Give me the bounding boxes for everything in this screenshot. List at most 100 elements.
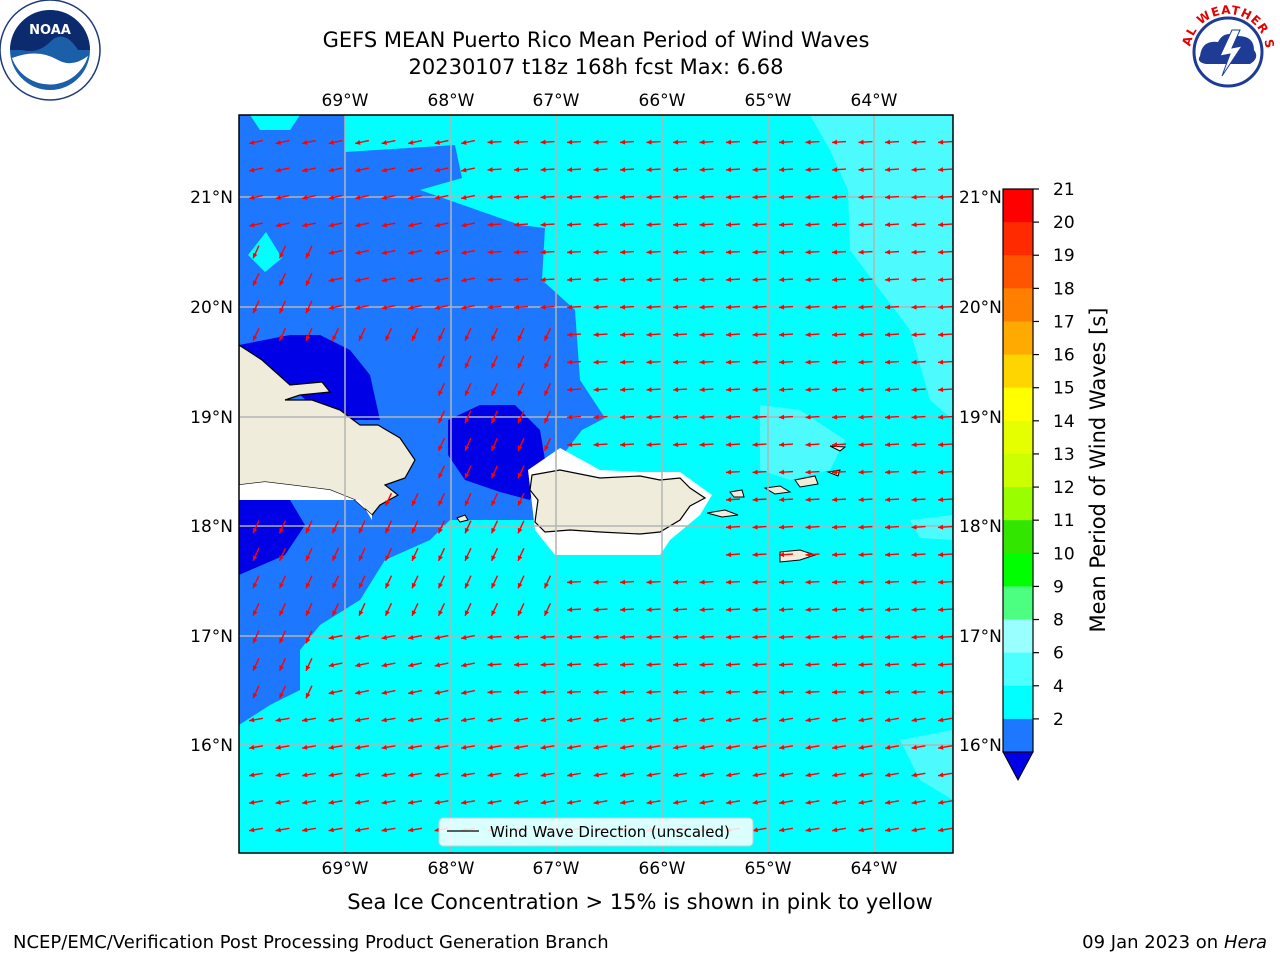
wave-direction-arrow xyxy=(408,634,422,640)
wave-direction-arrow xyxy=(593,332,608,338)
wave-direction-arrow xyxy=(593,579,608,585)
wave-direction-arrow xyxy=(381,689,396,695)
wave-direction-arrow xyxy=(328,222,343,228)
wave-direction-arrow xyxy=(540,304,555,310)
wave-direction-arrow xyxy=(672,304,688,310)
wave-direction-arrow xyxy=(646,194,661,200)
latitude-label: 20°N xyxy=(959,298,1002,318)
colorbar-segment xyxy=(1003,189,1033,223)
wave-direction-arrow xyxy=(805,139,820,145)
wave-direction-arrow xyxy=(805,579,820,585)
wave-direction-arrow xyxy=(358,602,366,617)
wave-direction-arrow xyxy=(699,194,714,200)
wave-direction-arrow xyxy=(752,249,767,255)
latitude-label: 16°N xyxy=(190,736,233,756)
wave-direction-arrow xyxy=(566,442,582,448)
wave-direction-arrow xyxy=(619,359,635,365)
wave-direction-arrow xyxy=(408,194,422,200)
wave-direction-arrow xyxy=(275,194,290,200)
wave-direction-arrow xyxy=(540,717,555,723)
colorbar-frame xyxy=(1002,188,1034,753)
longitude-label: 68°W xyxy=(428,859,475,879)
wave-period-6-8-region xyxy=(760,405,845,480)
wave-direction-arrow xyxy=(381,194,396,200)
wave-period-4-6-region xyxy=(248,232,282,272)
wave-direction-arrow xyxy=(778,772,794,778)
wave-direction-arrow xyxy=(831,304,847,310)
wave-direction-arrow xyxy=(278,575,287,589)
wave-direction-arrow xyxy=(513,277,529,283)
wave-direction-arrow xyxy=(305,630,313,644)
wave-direction-arrow xyxy=(778,689,794,695)
wave-direction-arrow xyxy=(487,799,502,805)
colorbar-segment xyxy=(1003,520,1033,554)
wave-direction-arrow xyxy=(884,827,900,833)
wave-direction-arrow xyxy=(911,194,926,200)
colorbar-segment xyxy=(1003,288,1033,322)
wave-direction-arrow xyxy=(805,662,820,668)
wave-direction-arrow xyxy=(305,575,313,589)
colorbar-segment xyxy=(1003,553,1033,587)
wave-direction-arrow xyxy=(672,194,688,200)
wave-direction-arrow xyxy=(831,167,847,173)
wave-direction-arrow xyxy=(461,634,475,640)
wave-direction-arrow xyxy=(911,662,926,668)
wave-direction-arrow xyxy=(566,662,582,668)
wave-direction-arrow xyxy=(305,272,313,287)
wave-direction-arrow xyxy=(831,249,847,255)
colorbar-label: Mean Period of Wind Waves [s] xyxy=(1086,307,1110,633)
wave-direction-arrow xyxy=(937,442,953,448)
wave-direction-arrow xyxy=(646,414,661,420)
wave-direction-arrow xyxy=(884,799,900,805)
wave-direction-arrow xyxy=(355,194,369,200)
wave-direction-arrow xyxy=(725,689,741,695)
wave-direction-arrow xyxy=(619,634,635,640)
wave-direction-arrow xyxy=(331,327,340,342)
wave-direction-arrow xyxy=(805,387,820,393)
longitude-label: 65°W xyxy=(745,91,792,111)
wave-direction-arrow xyxy=(278,657,287,672)
wave-direction-arrow xyxy=(672,387,688,393)
wave-direction-arrow xyxy=(778,524,794,530)
wave-direction-arrow xyxy=(566,139,582,145)
wave-direction-arrow xyxy=(884,579,900,585)
wave-direction-arrow xyxy=(619,249,635,255)
footer-credit: NCEP/EMC/Verification Post Processing Pr… xyxy=(13,932,609,953)
wave-direction-arrow xyxy=(437,547,446,562)
wave-direction-arrow xyxy=(517,520,525,534)
wave-direction-arrow xyxy=(699,634,714,640)
wave-direction-arrow xyxy=(252,245,260,259)
wave-direction-arrow xyxy=(381,772,396,778)
wave-direction-arrow xyxy=(725,222,741,228)
wave-direction-arrow xyxy=(275,772,290,778)
wave-direction-arrow xyxy=(911,139,926,145)
longitude-label: 66°W xyxy=(639,91,686,111)
wave-direction-arrow xyxy=(672,662,688,668)
wave-direction-arrow xyxy=(490,382,499,397)
wave-direction-arrow xyxy=(328,634,343,640)
wave-direction-arrow xyxy=(384,547,393,562)
virgin-islands xyxy=(706,509,739,518)
wave-direction-arrow xyxy=(646,579,661,585)
wave-direction-arrow xyxy=(937,249,953,255)
wave-direction-arrow xyxy=(487,744,502,750)
virgin-islands xyxy=(794,475,819,488)
wave-direction-arrow xyxy=(593,167,608,173)
wave-direction-arrow xyxy=(884,744,900,750)
wave-direction-arrow xyxy=(911,772,926,778)
wave-direction-arrow xyxy=(490,575,499,589)
wave-direction-arrow xyxy=(884,497,900,503)
wave-direction-arrow xyxy=(487,194,502,200)
wave-direction-arrow xyxy=(752,689,767,695)
wave-direction-arrow xyxy=(699,799,714,805)
wave-direction-arrow xyxy=(381,662,396,668)
wave-direction-arrow xyxy=(464,355,472,369)
wave-direction-arrow xyxy=(646,772,661,778)
wave-direction-arrow xyxy=(517,327,525,342)
colorbar-tick-label: 12 xyxy=(1053,478,1075,498)
wave-direction-arrow xyxy=(517,575,525,589)
wave-direction-arrow xyxy=(672,607,688,613)
wave-direction-arrow xyxy=(884,359,900,365)
wave-direction-arrow xyxy=(831,194,847,200)
wave-direction-arrow xyxy=(672,332,688,338)
